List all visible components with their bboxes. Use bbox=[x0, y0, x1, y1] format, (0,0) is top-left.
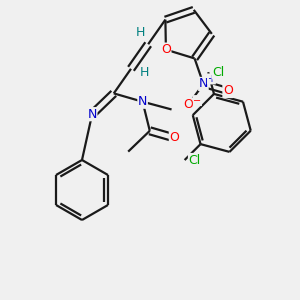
Text: H: H bbox=[140, 66, 149, 79]
Text: N: N bbox=[88, 108, 97, 121]
Text: −: − bbox=[193, 96, 202, 106]
Text: O: O bbox=[184, 98, 193, 111]
Text: N: N bbox=[199, 77, 208, 91]
Text: N: N bbox=[138, 95, 147, 108]
Text: O: O bbox=[169, 131, 179, 144]
Text: Cl: Cl bbox=[188, 154, 201, 166]
Text: +: + bbox=[207, 74, 215, 84]
Text: H: H bbox=[136, 26, 145, 39]
Text: Cl: Cl bbox=[212, 66, 224, 79]
Text: O: O bbox=[223, 85, 233, 98]
Text: O: O bbox=[161, 43, 171, 56]
